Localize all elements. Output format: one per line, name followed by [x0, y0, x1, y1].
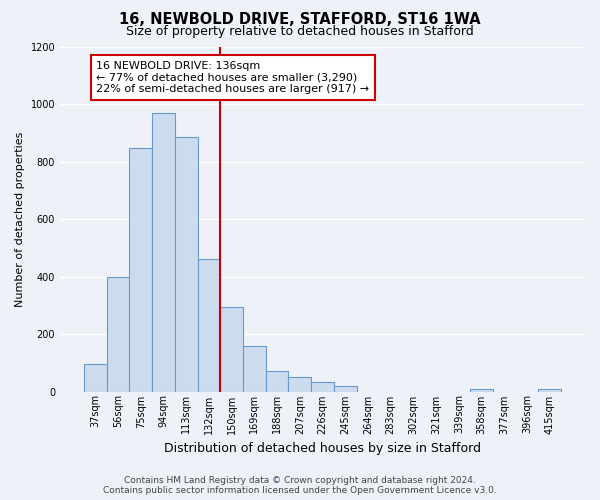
- Bar: [266, 371, 289, 392]
- Bar: [538, 388, 561, 392]
- Bar: [470, 388, 493, 392]
- X-axis label: Distribution of detached houses by size in Stafford: Distribution of detached houses by size …: [164, 442, 481, 455]
- Bar: [197, 260, 220, 392]
- Y-axis label: Number of detached properties: Number of detached properties: [15, 132, 25, 306]
- Bar: [130, 148, 152, 392]
- Bar: [107, 276, 130, 392]
- Bar: [311, 382, 334, 392]
- Text: 16 NEWBOLD DRIVE: 136sqm
← 77% of detached houses are smaller (3,290)
22% of sem: 16 NEWBOLD DRIVE: 136sqm ← 77% of detach…: [97, 61, 370, 94]
- Bar: [220, 306, 243, 392]
- Bar: [334, 386, 356, 392]
- Bar: [289, 376, 311, 392]
- Bar: [84, 364, 107, 392]
- Bar: [152, 113, 175, 392]
- Bar: [175, 137, 197, 392]
- Text: Size of property relative to detached houses in Stafford: Size of property relative to detached ho…: [126, 25, 474, 38]
- Bar: [243, 346, 266, 392]
- Text: Contains HM Land Registry data © Crown copyright and database right 2024.
Contai: Contains HM Land Registry data © Crown c…: [103, 476, 497, 495]
- Text: 16, NEWBOLD DRIVE, STAFFORD, ST16 1WA: 16, NEWBOLD DRIVE, STAFFORD, ST16 1WA: [119, 12, 481, 28]
